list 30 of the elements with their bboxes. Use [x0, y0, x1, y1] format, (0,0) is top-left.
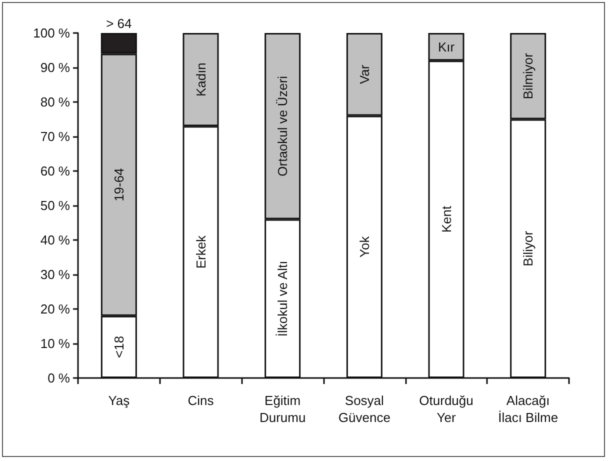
- data-label: Ortaokul ve Üzeri: [275, 76, 290, 176]
- y-tick-label: 50 %: [40, 198, 70, 213]
- data-label: Bilmiyor: [520, 52, 536, 100]
- data-label: Kent: [438, 206, 454, 233]
- data-label: Var: [356, 64, 372, 84]
- data-label: <18: [111, 336, 126, 358]
- data-label: Yok: [356, 236, 372, 258]
- x-tick-label: Sosyal Güvence: [338, 393, 390, 425]
- data-label: > 64: [106, 16, 132, 31]
- y-tick-label: 0 %: [48, 370, 70, 386]
- data-label: Kır: [438, 39, 456, 54]
- x-tick-label: Eğitim Durumu: [259, 393, 306, 425]
- x-tick-label: Oturduğu Yer: [419, 393, 474, 425]
- y-tick-label: 80 %: [40, 94, 70, 110]
- data-label: İlkokul ve Altı: [275, 260, 290, 337]
- y-tick-label: 40 %: [40, 232, 70, 248]
- data-label: Kadın: [193, 62, 208, 97]
- y-tick-label: 30 %: [40, 267, 70, 282]
- x-tick-label: Alacağı İlacı Bilme: [498, 393, 558, 425]
- y-tick-label: 90 %: [40, 60, 70, 75]
- y-tick-label: 10 %: [40, 336, 70, 351]
- data-label: Biliyor: [520, 230, 536, 266]
- data-label: Erkek: [193, 234, 208, 269]
- y-tick-label: 20 %: [40, 302, 70, 316]
- x-tick-label: Yaş: [108, 393, 130, 408]
- y-tick-label: 100 %: [33, 26, 70, 40]
- y-tick-label: 70 %: [40, 129, 70, 144]
- data-label: 19-64: [111, 168, 126, 202]
- y-tick-label: 60 %: [40, 164, 70, 178]
- x-tick-label: Cins: [188, 393, 214, 408]
